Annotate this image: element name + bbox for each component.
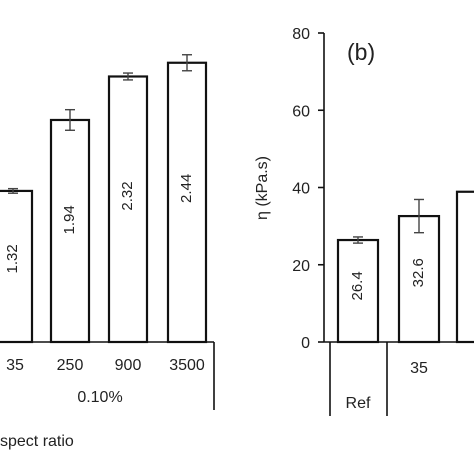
panel-a-category-label: 35 [6, 357, 24, 374]
panel-a-category-label: 250 [57, 357, 84, 374]
panel-a-error-bar-35 [8, 187, 18, 194]
panel-a: 1.32 1.94 2.32 2.44 35 250 900 3500 0.10% spec… [0, 54, 215, 450]
panel-b-error-bars [353, 198, 424, 244]
panel-b-y-tick-label: 20 [292, 258, 310, 275]
panel-a-bars [0, 61, 208, 344]
panel-a-data-label: 1.32 [4, 244, 21, 273]
panel-b-label: (b) [347, 39, 375, 65]
panel-b-data-labels: 26.4 32.6 [349, 258, 427, 300]
panel-a-data-label: 2.32 [119, 181, 136, 210]
panel-a-category-label: 3500 [169, 357, 205, 374]
panel-b-data-label: 26.4 [349, 271, 366, 300]
panel-b-category-label: 35 [410, 360, 428, 377]
panel-b-y-axis-title: η (kPa.s) [254, 156, 271, 220]
panel-a-error-bar-3500 [182, 54, 192, 72]
panel-a-x-axis-title: spect ratio [0, 433, 74, 450]
panel-a-category-label: 900 [115, 357, 142, 374]
panel-a-bar-35 [0, 189, 34, 344]
panel-a-error-bar-900 [123, 72, 133, 81]
panel-b-y-tick-label: 0 [301, 335, 310, 352]
panel-a-error-bars [8, 54, 192, 194]
panel-a-error-bar-250 [65, 108, 75, 131]
panel-b-error-bar-Ref [353, 236, 363, 244]
panel-b-category-labels: Ref352 [346, 360, 428, 412]
panel-b-bar-35 [397, 214, 441, 344]
panel-a-group-label: 0.10% [77, 389, 122, 406]
panel-b-error-bar-35 [414, 198, 424, 234]
panel-b-bar-2 [455, 190, 474, 344]
panel-b-data-label: 32.6 [410, 258, 427, 287]
panel-a-data-label: 2.44 [178, 174, 195, 203]
panel-b-category-label: Ref [346, 395, 371, 412]
panel-b-y-tick-label: 40 [292, 181, 310, 198]
panel-a-data-labels: 1.32 1.94 2.32 2.44 [4, 174, 195, 274]
panel-a-bar-250 [49, 118, 91, 344]
panel-b-bars [336, 190, 474, 344]
panel-b-y-tick-label: 80 [292, 26, 310, 43]
panel-b-y-ticks: 0 20 40 60 80 [292, 26, 324, 352]
panel-b-y-tick-label: 60 [292, 103, 310, 120]
panel-a-category-labels: 35 250 900 3500 [6, 357, 205, 374]
panel-a-data-label: 1.94 [61, 205, 78, 234]
